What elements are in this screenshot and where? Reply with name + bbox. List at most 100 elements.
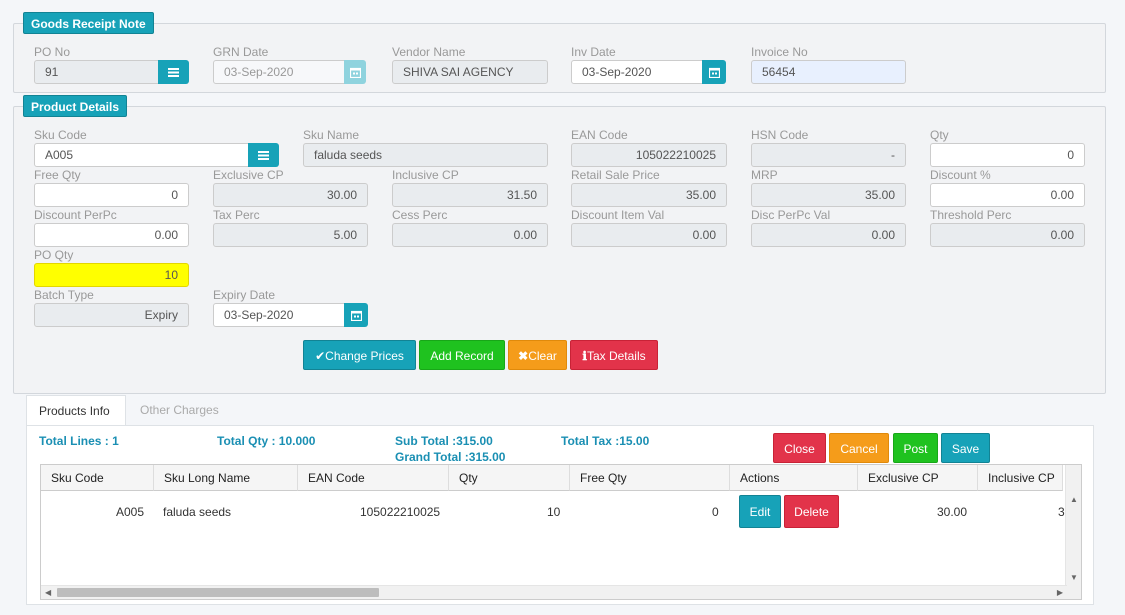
invoice-no-field[interactable]: 56454 [751,60,906,84]
sku-code-field[interactable]: A005 [34,143,250,167]
mrp-label: MRP [751,168,778,182]
sku-code-label: Sku Code [34,128,87,142]
sku-list-button[interactable] [248,143,279,167]
expiry-date-label: Expiry Date [213,288,276,302]
column-header-actions[interactable]: Actions [730,465,858,491]
grn-date-field: 03-Sep-2020 [213,60,345,84]
column-header-exclusive-cp[interactable]: Exclusive CP [858,465,978,491]
batch-type-label: Batch Type [34,288,94,302]
tab-other-charges[interactable]: Other Charges [140,403,219,417]
po-no-label: PO No [34,45,71,59]
ean-code-field: 105022210025 [571,143,727,167]
po-no-field[interactable]: 91 [34,60,159,84]
discount-item-val-label: Discount Item Val [571,208,665,222]
change-prices-button[interactable]: ✔Change Prices [303,340,416,370]
row-ean-code: 105022210025 [360,505,441,519]
row-edit-button[interactable]: Edit [739,495,781,528]
qty-label: Qty [930,128,949,142]
inv-date-field[interactable]: 03-Sep-2020 [571,60,703,84]
retail-sale-price-label: Retail Sale Price [571,168,660,182]
discount-percent-field[interactable]: 0.00 [930,183,1085,207]
add-record-button[interactable]: Add Record [419,340,505,370]
total-qty: Total Qty : 10.000 [217,434,316,448]
clear-button[interactable]: ✖Clear [508,340,567,370]
goods-receipt-legend: Goods Receipt Note [23,12,154,34]
sku-name-field: faluda seeds [303,143,548,167]
tax-details-button[interactable]: ℹTax Details [570,340,658,370]
column-header-sku-long-name[interactable]: Sku Long Name [154,465,298,491]
check-icon: ✔ [315,349,326,363]
calendar-icon [708,67,720,78]
hsn-code-label: HSN Code [751,128,809,142]
exclusive-cp-label: Exclusive CP [213,168,284,182]
inv-date-calendar-button[interactable] [702,60,726,84]
close-icon: ✖ [518,349,529,363]
row-qty: 10 [547,505,561,519]
inv-date-label: Inv Date [571,45,616,59]
row-sku-code: A005 [116,505,145,519]
close-button[interactable]: Close [773,433,826,463]
invoice-no-label: Invoice No [751,45,808,59]
post-button[interactable]: Post [893,433,938,463]
ean-code-label: EAN Code [571,128,628,142]
horizontal-scroll-thumb[interactable] [57,588,379,597]
cancel-button[interactable]: Cancel [829,433,889,463]
scroll-right-icon[interactable]: ▶ [1056,588,1063,597]
list-icon [258,150,269,160]
grand-total: Grand Total :315.00 [395,450,506,464]
products-info-panel: Total Lines : 1 Total Qty : 10.000 Sub T… [26,425,1094,605]
total-lines: Total Lines : 1 [39,434,119,448]
scroll-left-icon[interactable]: ◀ [45,588,52,597]
products-grid: Sku Code Sku Long Name EAN Code Qty Free… [40,464,1082,600]
row-free-qty: 0 [712,505,719,519]
column-header-sku-code[interactable]: Sku Code [41,465,154,491]
cess-perc-field: 0.00 [392,223,548,247]
calendar-icon [350,310,362,321]
grn-date-label: GRN Date [213,45,269,59]
product-details-legend: Product Details [23,95,128,117]
disc-perpc-val-field: 0.00 [751,223,906,247]
row-inclusive-cp: 3 [1058,505,1065,519]
discount-perpc-field[interactable]: 0.00 [34,223,189,247]
sub-total: Sub Total :315.00 [395,434,493,448]
products-tabs: Products Info Other Charges Total Lines … [26,395,1094,605]
sku-name-label: Sku Name [303,128,360,142]
tax-perc-label: Tax Perc [213,208,260,222]
discount-perpc-label: Discount PerPc [34,208,117,222]
vertical-scrollbar[interactable]: ▲ ▼ [1065,465,1081,599]
exclusive-cp-field: 30.00 [213,183,368,207]
save-button[interactable]: Save [941,433,990,463]
scroll-down-icon[interactable]: ▼ [1070,573,1078,582]
column-header-qty[interactable]: Qty [449,465,570,491]
scroll-up-icon[interactable]: ▲ [1070,495,1078,504]
expiry-date-calendar-button[interactable] [344,303,368,327]
calendar-icon [349,67,361,78]
po-list-button[interactable] [158,60,189,84]
mrp-field: 35.00 [751,183,906,207]
tab-products-info[interactable]: Products Info [26,395,126,425]
horizontal-scrollbar[interactable]: ◀ ▶ [41,585,1067,599]
tax-perc-field: 5.00 [213,223,368,247]
threshold-perc-field: 0.00 [930,223,1085,247]
hsn-code-field: - [751,143,906,167]
batch-type-field: Expiry [34,303,189,327]
discount-item-val-field: 0.00 [571,223,727,247]
column-header-free-qty[interactable]: Free Qty [570,465,730,491]
free-qty-label: Free Qty [34,168,81,182]
row-exclusive-cp: 30.00 [937,505,968,519]
po-qty-label: PO Qty [34,248,74,262]
column-header-inclusive-cp[interactable]: Inclusive CP [978,465,1063,491]
expiry-date-field[interactable]: 03-Sep-2020 [213,303,345,327]
column-header-ean-code[interactable]: EAN Code [298,465,449,491]
discount-percent-label: Discount % [930,168,991,182]
grn-date-calendar-button [344,60,366,84]
free-qty-field[interactable]: 0 [34,183,189,207]
cess-perc-label: Cess Perc [392,208,448,222]
qty-field[interactable]: 0 [930,143,1085,167]
inclusive-cp-field: 31.50 [392,183,548,207]
row-sku-long-name: faluda seeds [163,505,232,519]
row-delete-button[interactable]: Delete [784,495,839,528]
retail-sale-price-field: 35.00 [571,183,727,207]
info-icon: ℹ [582,349,587,363]
list-icon [168,67,179,77]
